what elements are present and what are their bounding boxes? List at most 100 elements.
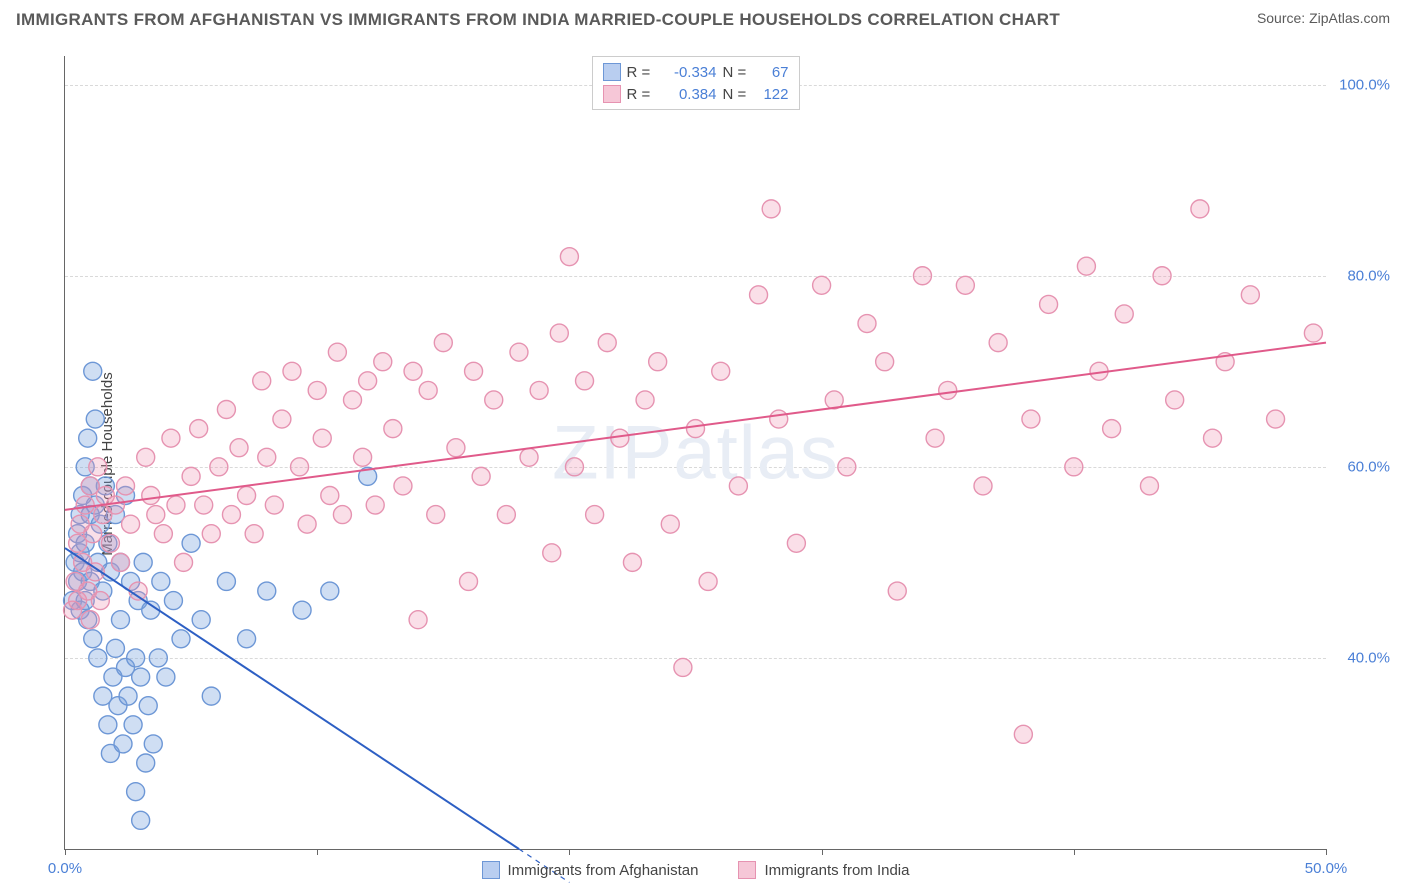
scatter-point xyxy=(99,716,117,734)
scatter-point xyxy=(813,276,831,294)
scatter-point xyxy=(384,420,402,438)
scatter-point xyxy=(162,429,180,447)
scatter-point xyxy=(144,735,162,753)
scatter-point xyxy=(974,477,992,495)
scatter-point xyxy=(114,735,132,753)
scatter-point xyxy=(598,334,616,352)
scatter-point xyxy=(167,496,185,514)
scatter-point xyxy=(195,496,213,514)
scatter-point xyxy=(172,630,190,648)
scatter-point xyxy=(134,553,152,571)
scatter-point xyxy=(89,649,107,667)
scatter-point xyxy=(1153,267,1171,285)
scatter-point xyxy=(313,429,331,447)
scatter-point xyxy=(217,572,235,590)
scatter-point xyxy=(434,334,452,352)
scatter-point xyxy=(1140,477,1158,495)
n-label: N = xyxy=(723,86,751,103)
scatter-point xyxy=(291,458,309,476)
r-label: R = xyxy=(627,86,661,103)
scatter-point xyxy=(1103,420,1121,438)
scatter-point xyxy=(127,783,145,801)
scatter-point xyxy=(127,649,145,667)
r-value: -0.334 xyxy=(667,64,717,81)
plot-area: ZIPatlas R = -0.334 N = 67 R = 0.384 N =… xyxy=(64,56,1326,850)
n-value: 122 xyxy=(757,86,789,103)
scatter-point xyxy=(106,496,124,514)
scatter-point xyxy=(164,592,182,610)
scatter-point xyxy=(1077,257,1095,275)
legend-row: R = -0.334 N = 67 xyxy=(603,61,789,83)
scatter-point xyxy=(192,611,210,629)
legend-label: Immigrants from India xyxy=(764,862,909,879)
scatter-point xyxy=(661,515,679,533)
legend-label: Immigrants from Afghanistan xyxy=(508,862,699,879)
scatter-point xyxy=(1304,324,1322,342)
x-tick-label: 0.0% xyxy=(48,860,82,877)
scatter-point xyxy=(321,582,339,600)
scatter-point xyxy=(122,515,140,533)
scatter-point xyxy=(142,486,160,504)
regression-line xyxy=(65,343,1326,510)
scatter-point xyxy=(84,362,102,380)
scatter-point xyxy=(939,381,957,399)
scatter-point xyxy=(202,525,220,543)
scatter-point xyxy=(565,458,583,476)
scatter-point xyxy=(149,649,167,667)
scatter-point xyxy=(344,391,362,409)
scatter-point xyxy=(79,429,97,447)
scatter-point xyxy=(419,381,437,399)
scatter-point xyxy=(182,467,200,485)
correlation-legend: R = -0.334 N = 67 R = 0.384 N = 122 xyxy=(592,56,800,110)
scatter-point xyxy=(84,630,102,648)
scatter-point xyxy=(1241,286,1259,304)
scatter-point xyxy=(222,506,240,524)
scatter-point xyxy=(101,534,119,552)
scatter-point xyxy=(86,410,104,428)
scatter-point xyxy=(876,353,894,371)
scatter-point xyxy=(89,458,107,476)
scatter-point xyxy=(245,525,263,543)
scatter-point xyxy=(989,334,1007,352)
scatter-point xyxy=(359,372,377,390)
scatter-point xyxy=(838,458,856,476)
scatter-point xyxy=(770,410,788,428)
scatter-point xyxy=(1191,200,1209,218)
scatter-point xyxy=(132,811,150,829)
scatter-point xyxy=(762,200,780,218)
scatter-point xyxy=(1166,391,1184,409)
scatter-point xyxy=(253,372,271,390)
scatter-point xyxy=(699,572,717,590)
scatter-point xyxy=(137,448,155,466)
scatter-point xyxy=(510,343,528,361)
scatter-point xyxy=(674,658,692,676)
scatter-point xyxy=(258,582,276,600)
chart-container: Married-couple Households ZIPatlas R = -… xyxy=(18,44,1396,884)
scatter-point xyxy=(687,420,705,438)
scatter-point xyxy=(560,248,578,266)
legend-item: Immigrants from India xyxy=(738,861,909,879)
scatter-point xyxy=(84,525,102,543)
legend-swatch-icon xyxy=(738,861,756,879)
scatter-point xyxy=(117,477,135,495)
scatter-point xyxy=(460,572,478,590)
legend-row: R = 0.384 N = 122 xyxy=(603,83,789,105)
scatter-point xyxy=(154,525,172,543)
scatter-point xyxy=(124,716,142,734)
scatter-point xyxy=(238,630,256,648)
scatter-point xyxy=(485,391,503,409)
scatter-point xyxy=(1065,458,1083,476)
scatter-point xyxy=(175,553,193,571)
scatter-point xyxy=(447,439,465,457)
scatter-point xyxy=(520,448,538,466)
y-tick-label: 80.0% xyxy=(1330,267,1390,284)
scatter-point xyxy=(293,601,311,619)
scatter-point xyxy=(147,506,165,524)
scatter-point xyxy=(132,668,150,686)
scatter-point xyxy=(230,439,248,457)
legend-swatch-icon xyxy=(603,63,621,81)
scatter-point xyxy=(497,506,515,524)
scatter-point xyxy=(409,611,427,629)
y-tick-label: 40.0% xyxy=(1330,649,1390,666)
scatter-point xyxy=(1267,410,1285,428)
